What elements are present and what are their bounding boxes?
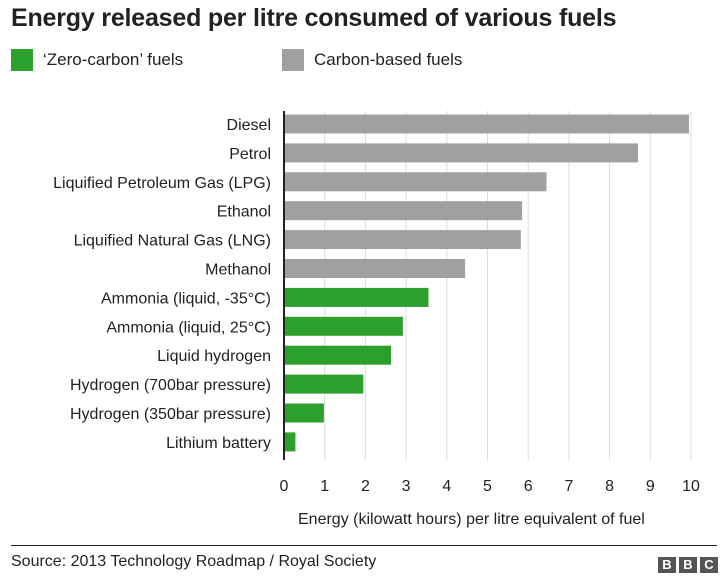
x-tick-label: 5 <box>483 478 492 495</box>
legend-swatch-zero-carbon <box>11 49 33 71</box>
bbc-logo: B B C <box>658 557 718 573</box>
bbc-logo-letter: C <box>700 557 718 573</box>
category-label: Hydrogen (350bar pressure) <box>70 406 271 423</box>
bar <box>284 201 523 221</box>
category-label: Diesel <box>227 117 271 134</box>
category-label: Methanol <box>205 262 271 279</box>
category-label: Liquified Natural Gas (LNG) <box>74 233 271 250</box>
x-axis-label: Energy (kilowatt hours) per litre equiva… <box>298 511 645 528</box>
category-label: Ammonia (liquid, 25°C) <box>106 319 271 336</box>
x-tick-label: 2 <box>361 478 370 495</box>
legend-label-zero-carbon: ‘Zero-carbon’ fuels <box>43 50 184 69</box>
bar <box>284 230 521 250</box>
x-tick-label: 3 <box>402 478 411 495</box>
bar <box>284 403 324 423</box>
legend-swatch-carbon <box>282 49 304 71</box>
chart-title: Energy released per litre consumed of va… <box>11 4 617 32</box>
bar <box>284 287 429 307</box>
bbc-logo-letter: B <box>658 557 676 573</box>
bar <box>284 114 689 134</box>
bar <box>284 432 296 452</box>
legend-item-zero-carbon: ‘Zero-carbon’ fuels <box>11 48 183 72</box>
x-tick-label: 10 <box>682 478 700 495</box>
x-tick-label: 8 <box>605 478 614 495</box>
x-tick-label: 4 <box>442 478 451 495</box>
bar <box>284 345 392 365</box>
bar <box>284 143 639 163</box>
x-tick-label: 7 <box>564 478 573 495</box>
category-label: Hydrogen (700bar pressure) <box>70 377 271 394</box>
legend-item-carbon: Carbon-based fuels <box>282 48 462 72</box>
category-label: Ammonia (liquid, -35°C) <box>101 290 271 307</box>
source-note: Source: 2013 Technology Roadmap / Royal … <box>11 553 377 570</box>
bar <box>284 374 364 394</box>
x-tick-label: 0 <box>280 478 289 495</box>
x-tick-label: 6 <box>524 478 533 495</box>
footer-divider <box>11 545 717 546</box>
bar <box>284 316 403 336</box>
bar <box>284 172 547 192</box>
bar <box>284 259 466 278</box>
category-label: Ethanol <box>217 204 271 221</box>
bbc-logo-letter: B <box>679 557 697 573</box>
category-label: Liquid hydrogen <box>157 348 271 365</box>
category-label: Lithium battery <box>166 435 271 452</box>
category-label: Petrol <box>229 146 271 163</box>
x-tick-label: 1 <box>320 478 329 495</box>
category-label: Liquified Petroleum Gas (LPG) <box>53 175 271 192</box>
x-tick-label: 9 <box>646 478 655 495</box>
legend-label-carbon: Carbon-based fuels <box>314 50 463 69</box>
